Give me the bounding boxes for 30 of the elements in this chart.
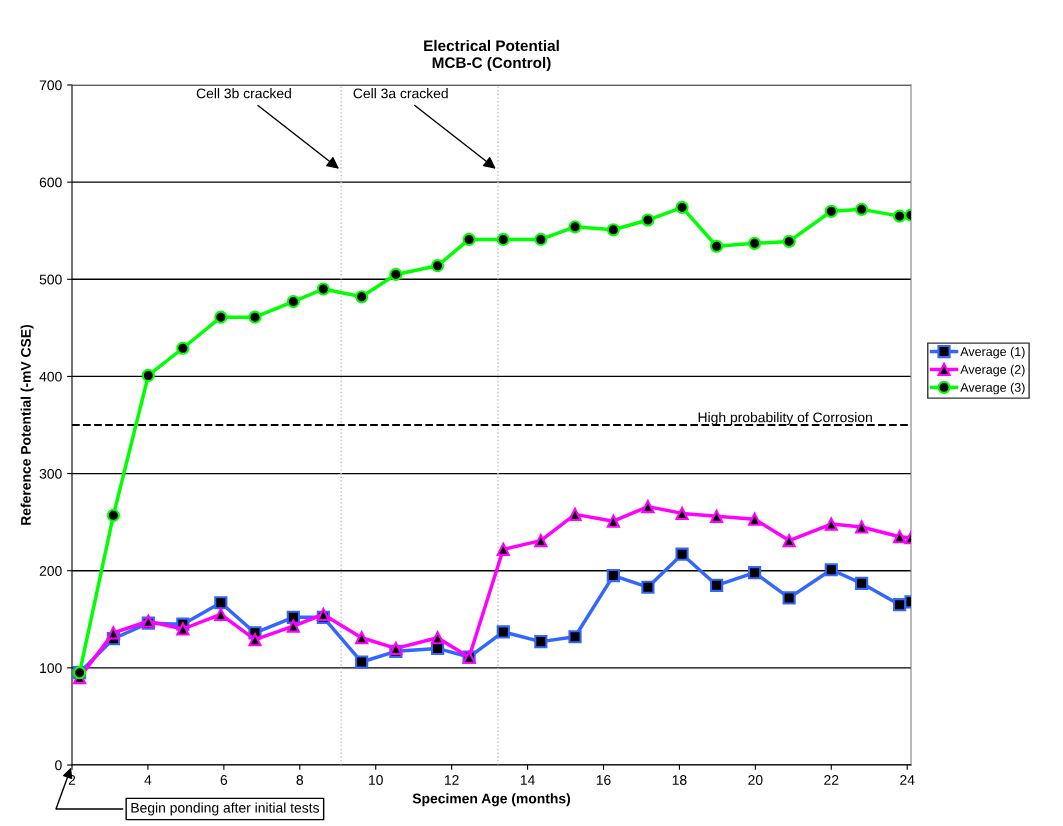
x-tick-label: 10 xyxy=(369,775,383,785)
y-tick-label: 100 xyxy=(40,663,62,674)
x-tick-label: 8 xyxy=(296,775,304,785)
x-tick-label: 20 xyxy=(748,775,763,785)
y-tick-label: 200 xyxy=(39,566,62,576)
text: Begin ponding after initial tests xyxy=(131,802,319,816)
x-tick-label: 12 xyxy=(444,775,459,785)
ref-line-label: Cell 3a cracked xyxy=(353,88,448,99)
x-tick-label: 22 xyxy=(824,775,839,785)
ref-line-label: Cell 3b cracked xyxy=(196,88,291,99)
x-tick-label: 4 xyxy=(144,775,152,785)
x-tick-label: 18 xyxy=(672,775,687,785)
x-tick-label: 24 xyxy=(900,775,915,785)
chart-title: Electrical Potential xyxy=(424,39,559,52)
y-tick-label: 0 xyxy=(55,760,62,771)
y-tick-label: 500 xyxy=(39,274,62,285)
x-tick-label: 6 xyxy=(220,775,228,785)
legend-label: Average (1) xyxy=(960,346,1025,359)
y-tick-label: 300 xyxy=(39,468,62,479)
y-tick-label: 400 xyxy=(39,371,62,382)
x-axis-title: Specimen Age (months) xyxy=(412,793,571,807)
legend-label: Average (3) xyxy=(960,382,1025,395)
y-tick-label: 700 xyxy=(39,80,62,91)
ref-line-label: High probability of Corrosion xyxy=(698,412,872,425)
chart-subtitle: MCB-C (Control) xyxy=(432,56,551,72)
x-tick-label: 16 xyxy=(596,775,611,785)
y-axis-title: Reference Potential (-mV CSE) xyxy=(20,324,34,525)
x-tick-label: 14 xyxy=(520,775,535,785)
y-tick-label: 600 xyxy=(39,177,62,188)
legend-label: Average (2) xyxy=(960,364,1025,377)
